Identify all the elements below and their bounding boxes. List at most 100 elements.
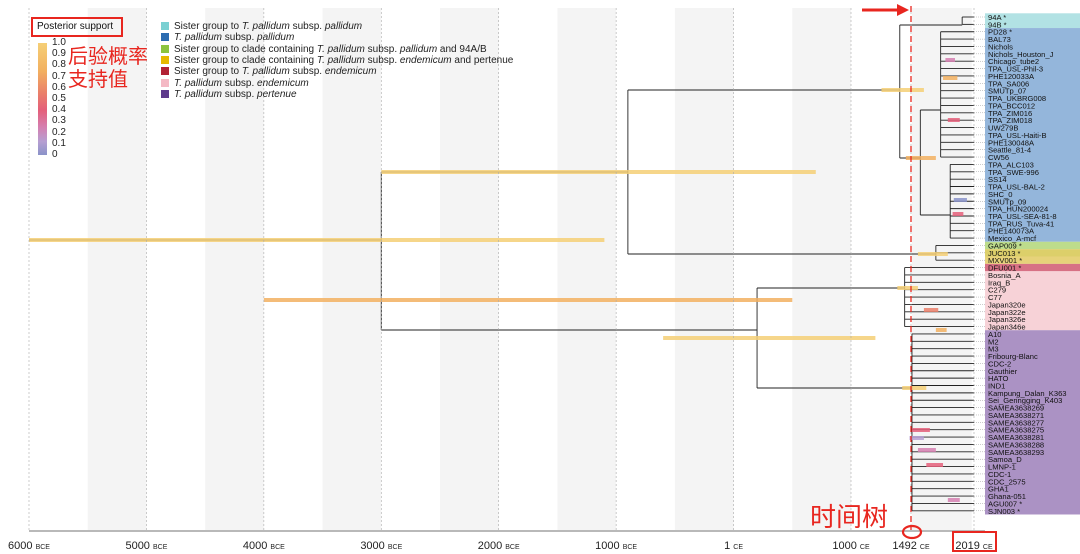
hpd-bar xyxy=(909,436,924,440)
taxon-label: AGU007 * xyxy=(988,499,1022,508)
hpd-bar xyxy=(881,88,924,92)
posterior-gradient-bar xyxy=(38,43,47,155)
taxon-label: C77 xyxy=(988,293,1002,302)
taxon-label: TPA_UKBRG008 xyxy=(988,94,1046,103)
axis-tick-label: 2019 CE xyxy=(955,540,993,552)
taxon-label: JUC013 * xyxy=(988,249,1021,258)
hpd-bars xyxy=(29,58,967,502)
taxon-label: TPA_ZIM016 xyxy=(988,109,1032,118)
taxon-label: TPA_BCC012 xyxy=(988,101,1035,110)
hpd-bar xyxy=(911,428,930,432)
posterior-tick: 0.3 xyxy=(52,115,66,127)
hpd-bar xyxy=(902,386,927,390)
taxon-label: Nichols_Houston_J xyxy=(988,50,1054,59)
posterior-tick: 0.2 xyxy=(52,126,66,138)
taxon-label: Japan320e xyxy=(988,300,1026,309)
taxon-label: MXV001 * xyxy=(988,256,1022,265)
taxon-label: A10 xyxy=(988,330,1002,339)
clade-band xyxy=(985,13,1080,29)
axis-tick-label: 6000 BCE xyxy=(8,540,50,552)
subspecies-legend-item: T. pallidum subsp. endemicum xyxy=(161,78,309,89)
taxon-label: PHE120033A xyxy=(988,72,1035,81)
taxon-label: Japan346e xyxy=(988,323,1026,332)
taxon-label: Mexico_A-mcf xyxy=(988,234,1037,243)
hpd-bar xyxy=(947,498,960,502)
subspecies-legend-item: T. pallidum subsp. pallidum xyxy=(161,32,294,43)
taxon-label: TPA_HUN200024 xyxy=(988,205,1048,214)
hpd-bar xyxy=(897,286,918,290)
taxon-label: Ghana-051 xyxy=(988,492,1026,501)
taxon-label: LMNP-1 xyxy=(988,463,1016,472)
taxon-label: PHE140073A xyxy=(988,227,1035,236)
hpd-bar xyxy=(905,156,936,160)
posterior-annotation-line1: 后验概率 xyxy=(68,44,148,68)
clade-band xyxy=(985,263,1080,272)
axis-tick-label: 3000 BCE xyxy=(360,540,402,552)
year-1492-circle xyxy=(901,524,923,540)
taxon-label: SAMEA3638271 xyxy=(988,411,1044,420)
posterior-tick: 0.9 xyxy=(52,48,66,60)
hpd-bar xyxy=(917,252,948,256)
taxon-label: Seattle_81-4 xyxy=(988,146,1031,155)
axis-tick-label: 4000 BCE xyxy=(243,540,285,552)
taxon-label: SMUTp_07 xyxy=(988,87,1026,96)
taxon-label: Kampung_Dalan_K363 xyxy=(988,389,1067,398)
taxon-label: Japan322e xyxy=(988,308,1026,317)
timeline-stripes xyxy=(87,8,972,530)
taxon-label: SS14 xyxy=(988,175,1007,184)
taxon-label: Iraq_B xyxy=(988,278,1010,287)
posterior-tick: 0.4 xyxy=(52,104,66,116)
taxon-label: SAMEA3638293 xyxy=(988,448,1044,457)
taxon-label: 94B * xyxy=(988,20,1007,29)
timeline-stripe xyxy=(87,8,147,530)
taxon-label: Samoa_D xyxy=(988,455,1022,464)
subspecies-legend-item: Sister group to clade containing T. pall… xyxy=(161,44,487,55)
taxon-label: Sei_Geringging_K403 xyxy=(988,396,1062,405)
posterior-tick: 0 xyxy=(52,149,58,160)
taxon-label: GHA1 xyxy=(988,485,1009,494)
timeline-stripe xyxy=(674,8,734,530)
taxon-label: CDC-2 xyxy=(988,359,1011,368)
taxon-label: TPA_USL-Haiti-B xyxy=(988,131,1047,140)
taxon-label: TPA_USL-BAL-2 xyxy=(988,183,1045,192)
taxon-label: SAMEA3638275 xyxy=(988,426,1044,435)
timeline-stripe xyxy=(205,8,264,530)
posterior-annotation-line2: 支持值 xyxy=(68,67,128,91)
legend-swatch xyxy=(161,89,169,98)
taxon-label: PD28 * xyxy=(988,28,1012,37)
hpd-bar xyxy=(29,238,605,242)
taxon-label: M2 xyxy=(988,337,999,346)
clade-band xyxy=(985,28,1080,242)
taxon-label: CDC_2575 xyxy=(988,477,1026,486)
hpd-bar xyxy=(953,198,967,202)
taxon-label: SAMEA3638288 xyxy=(988,440,1044,449)
hpd-bar xyxy=(923,308,939,312)
taxon-label: Japan326e xyxy=(988,315,1026,324)
taxon-label: Bosnia_A xyxy=(988,271,1021,280)
axis-tick-label: 1000 BCE xyxy=(595,540,637,552)
posterior-tick: 1.0 xyxy=(52,37,66,48)
taxon-label: IND1 xyxy=(988,382,1005,391)
axis-tick-label: 1 CE xyxy=(724,540,743,552)
taxon-label: TPA_ZIM018 xyxy=(988,116,1032,125)
legend-swatch xyxy=(161,44,169,53)
subspecies-legend-item: Sister group to T. pallidum subsp. endem… xyxy=(161,66,377,77)
hpd-bar xyxy=(943,76,958,80)
taxon-label: TPA_RUS_Tuva-41 xyxy=(988,219,1054,228)
posterior-tick: 0.5 xyxy=(52,93,66,104)
taxon-label: SJN003 * xyxy=(988,507,1020,516)
subspecies-legend-item: Sister group to T. pallidum subsp. palli… xyxy=(161,21,362,32)
taxon-label: C279 xyxy=(988,286,1006,295)
year-2019-box xyxy=(952,531,997,552)
taxon-label: UW279B xyxy=(988,124,1018,133)
posterior-legend-title: Posterior support xyxy=(31,17,123,37)
posterior-tick: 0.7 xyxy=(52,70,66,82)
legend-swatch xyxy=(161,67,169,76)
clade-band xyxy=(985,249,1080,257)
legend-swatch xyxy=(161,22,169,30)
taxon-label: CDC-1 xyxy=(988,470,1011,479)
red-arrow-icon xyxy=(862,4,909,16)
timeline-stripe xyxy=(322,8,382,530)
axis-tick-label: 1000 CE xyxy=(832,540,870,552)
